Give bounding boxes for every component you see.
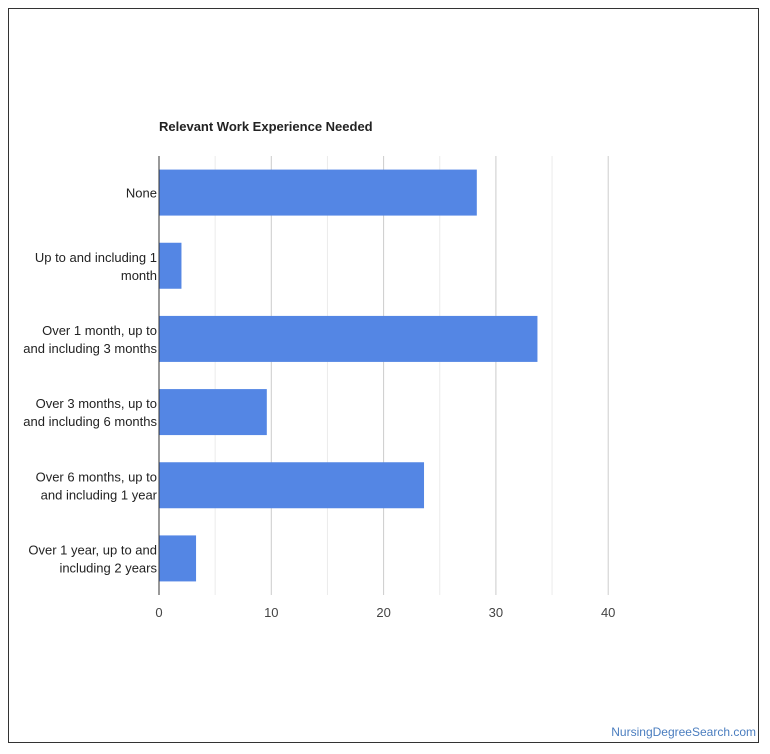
category-labels: None Up to and including 1 month Over 1 mon… — [23, 186, 157, 576]
bar[interactable] — [159, 462, 425, 509]
category-label: Over 1 year, up to and including 2 years — [28, 542, 157, 575]
x-tick-label: 10 — [264, 605, 278, 620]
bar[interactable] — [159, 535, 197, 582]
x-tick-label: 0 — [155, 605, 162, 620]
x-tick-label: 20 — [376, 605, 390, 620]
chart-title: Relevant Work Experience Needed — [159, 119, 373, 134]
x-axis-ticks: 0 10 20 30 40 — [155, 605, 615, 620]
grid-layer — [214, 156, 609, 595]
category-label: Over 1 month, up to and including 3 month… — [23, 323, 157, 356]
bar[interactable] — [159, 389, 267, 436]
category-label: Over 3 months, up to and including 6 mont… — [23, 396, 157, 429]
category-label: Over 6 months, up to and including 1 year — [36, 469, 158, 502]
category-label: Up to and including 1 month — [35, 250, 157, 283]
x-tick-label: 30 — [489, 605, 503, 620]
bar[interactable] — [159, 169, 477, 216]
bar[interactable] — [159, 242, 182, 289]
bars-layer — [159, 169, 538, 582]
watermark-text[interactable]: NursingDegreeSearch.com — [611, 725, 756, 739]
bar[interactable] — [159, 315, 538, 362]
x-tick-label: 40 — [601, 605, 615, 620]
category-label: None — [126, 186, 157, 201]
